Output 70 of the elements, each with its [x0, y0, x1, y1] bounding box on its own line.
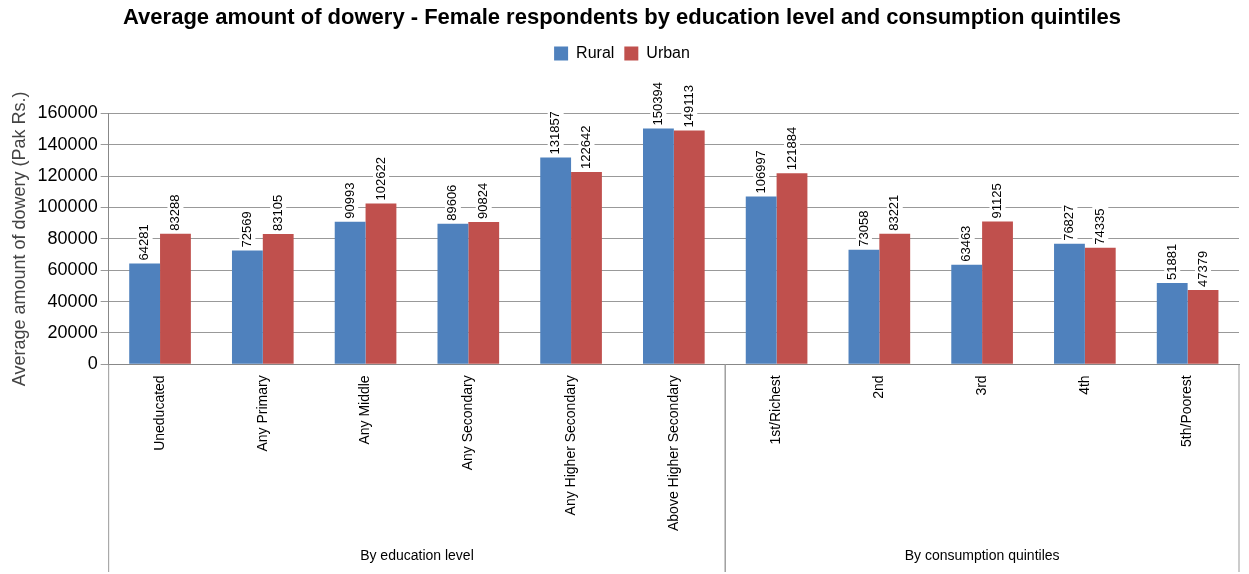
bar	[571, 171, 602, 364]
data-label: 64281	[136, 224, 152, 261]
text: By education level	[360, 546, 474, 563]
x-tick-label: Any Primary	[253, 375, 270, 452]
x-tick-label: 2nd	[870, 375, 887, 399]
bar	[1054, 243, 1085, 364]
bar	[848, 249, 880, 364]
bar	[365, 203, 397, 364]
data-label: 73058	[855, 210, 871, 247]
y-tick-label: 140000	[37, 133, 98, 154]
data-label: 102622	[372, 157, 388, 201]
data-label: 90993	[341, 182, 357, 219]
data-label: 90824	[475, 182, 491, 219]
x-tick-label: Any Secondary	[459, 375, 476, 471]
legend-label: Rural	[576, 43, 615, 61]
data-label: 106997	[752, 150, 768, 194]
data-label: 83105	[269, 194, 285, 232]
data-label: 47379	[1194, 250, 1210, 288]
bar	[437, 223, 469, 364]
bar	[879, 233, 911, 364]
data-label: 121884	[783, 126, 799, 171]
data-label: 150394	[650, 82, 665, 126]
x-tick-label: 3rd	[972, 375, 989, 396]
data-label: 149113	[680, 85, 696, 128]
y-tick-label: 80000	[47, 227, 98, 248]
y-tick-label: 60000	[47, 259, 98, 280]
bar	[262, 234, 294, 364]
bar	[334, 221, 366, 364]
y-tick-label: 40000	[47, 290, 98, 311]
data-label: 122642	[578, 125, 594, 169]
bar	[673, 130, 705, 364]
y-tick-label: 100000	[37, 196, 98, 217]
data-label: 83221	[886, 194, 902, 231]
bar	[129, 263, 161, 364]
y-tick-label: 120000	[37, 165, 98, 186]
x-tick-label: Uneducated	[150, 375, 167, 451]
bar	[643, 128, 674, 364]
data-label: 131857	[547, 111, 563, 155]
data-label: 83288	[167, 194, 183, 231]
bar	[540, 157, 572, 364]
x-tick-label: 5th/Poorest	[1178, 375, 1195, 447]
bar	[468, 221, 500, 364]
bar	[951, 264, 983, 364]
bar	[745, 196, 777, 364]
data-label: 89606	[444, 184, 460, 221]
bar	[160, 233, 191, 364]
legend-label: Urban	[646, 43, 690, 61]
data-label: 91125	[989, 183, 1005, 219]
x-tick-label: 1st/Richest	[767, 375, 784, 445]
y-axis-title: Average amount of dowery (Pak Rs.)	[8, 91, 29, 387]
y-tick-label: 20000	[47, 321, 98, 342]
data-label: 51881	[1163, 243, 1179, 280]
y-tick-label: 160000	[37, 102, 98, 123]
data-label: 63463	[958, 225, 974, 262]
bar	[1156, 282, 1188, 364]
bar	[776, 173, 808, 364]
bar	[982, 221, 1013, 364]
text: By consumption quintiles	[904, 546, 1060, 563]
x-tick-label: 4th	[1075, 375, 1092, 395]
data-label: 76827	[1061, 204, 1077, 241]
x-tick-label: Any Middle	[356, 375, 373, 445]
data-label: 74335	[1091, 208, 1107, 245]
y-tick-label: 0	[87, 353, 98, 374]
data-label: 72569	[238, 211, 254, 248]
bar	[1187, 290, 1219, 364]
bar	[1084, 247, 1116, 364]
chart-title: Average amount of dowery - Female respondents by education level and consumption quintiles	[123, 4, 1121, 30]
x-tick-label: Any Higher Secondary	[561, 375, 578, 516]
x-tick-label: Above Higher Secondary	[664, 375, 681, 532]
bar	[231, 250, 263, 364]
